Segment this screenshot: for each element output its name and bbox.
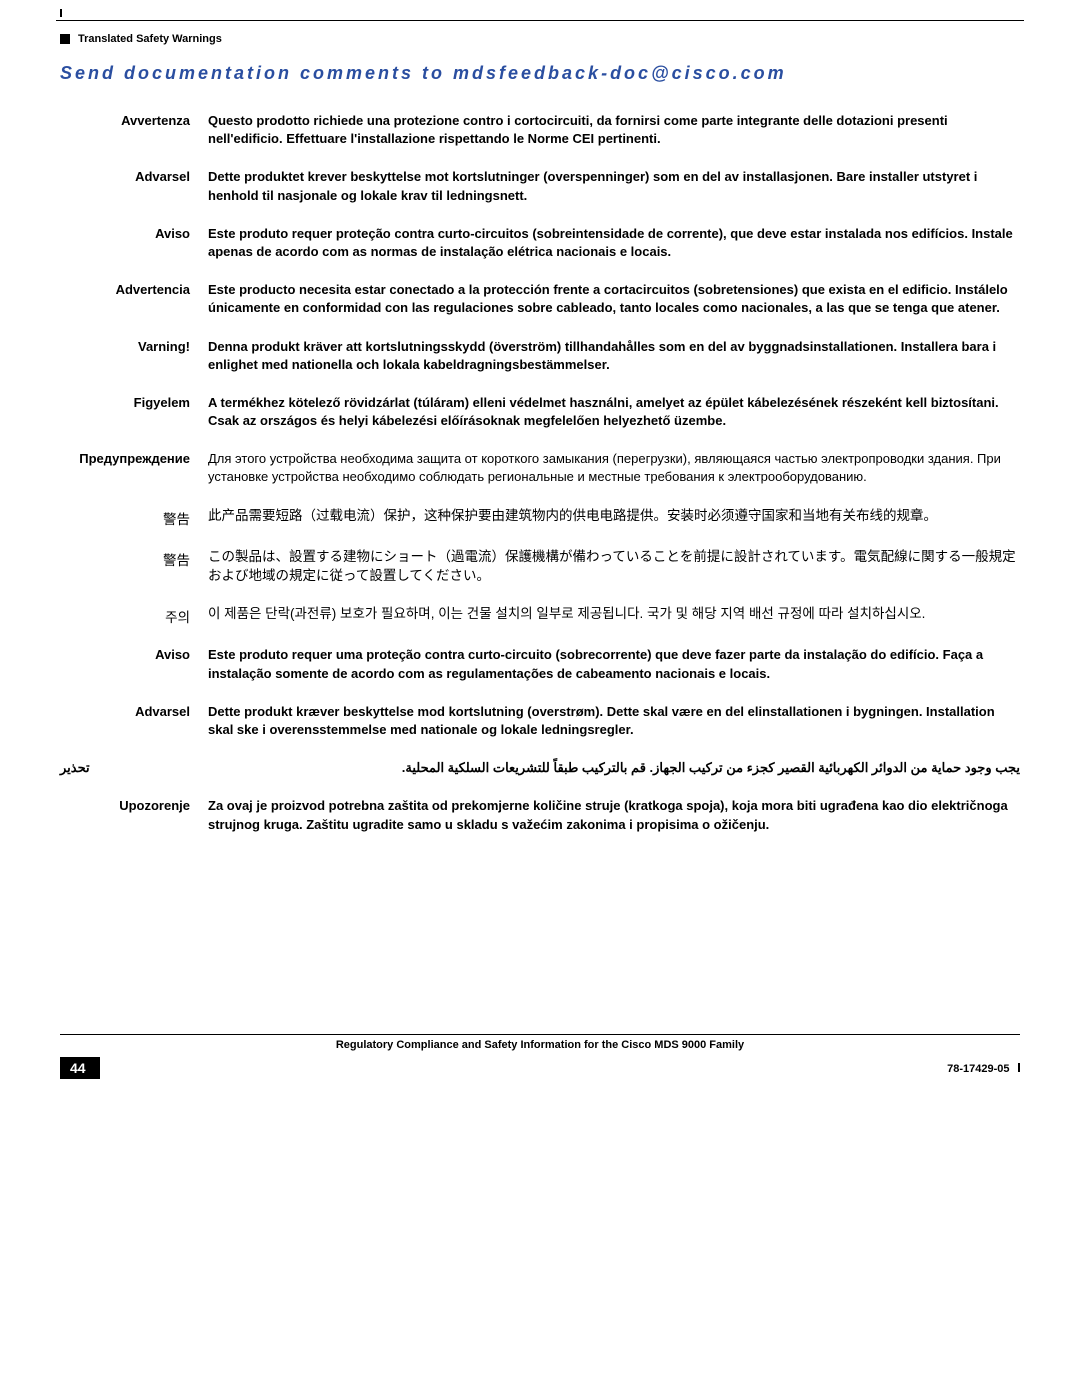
warning-label: Предупреждение [60, 450, 190, 486]
warning-label: Figyelem [60, 394, 190, 430]
warning-label: Varning! [60, 338, 190, 374]
doc-id: 78-17429-05 [947, 1063, 1009, 1075]
top-rule [56, 20, 1024, 21]
warning-text: Za ovaj je proizvod potrebna zaštita od … [208, 797, 1020, 833]
warning-row: يجب وجود حماية من الدوائر الكهربائية الق… [60, 759, 1020, 777]
warning-row: Varning! Denna produkt kräver att kortslu… [60, 338, 1020, 374]
warning-row: Advarsel Dette produkt kræver beskyttelse… [60, 703, 1020, 739]
header-bar: Translated Safety Warnings [60, 25, 1020, 45]
warning-row: Upozorenje Za ovaj je proizvod potrebna z… [60, 797, 1020, 833]
warning-row: Avvertenza Questo prodotto richiede una p… [60, 112, 1020, 148]
footer: Regulatory Compliance and Safety Informa… [60, 1034, 1020, 1079]
warning-text: Questo prodotto richiede una protezione … [208, 112, 1020, 148]
warning-row: Aviso Este produto requer uma proteção co… [60, 646, 1020, 682]
warning-row: Advarsel Dette produktet krever beskyttel… [60, 168, 1020, 204]
warning-label: تحذير [60, 759, 120, 777]
warning-text: この製品は、設置する建物にショート（過電流）保護機構が備わっていることを前提に設… [208, 548, 1020, 586]
warning-text: Dette produkt kræver beskyttelse mod kor… [208, 703, 1020, 739]
warning-label: Advarsel [60, 168, 190, 204]
warning-text: يجب وجود حماية من الدوائر الكهربائية الق… [138, 759, 1020, 777]
warning-label: Avvertenza [60, 112, 190, 148]
top-tick [60, 9, 1024, 17]
footer-title: Regulatory Compliance and Safety Informa… [60, 1039, 1020, 1051]
warning-row: 주의 이 제품은 단락(과전류) 보호가 필요하며, 이는 건물 설치의 일부로 … [60, 605, 1020, 626]
warning-label: 警告 [60, 548, 190, 586]
warning-row: Aviso Este produto requer proteção contra… [60, 225, 1020, 261]
footer-bottom: 44 78-17429-05 [60, 1057, 1020, 1079]
warning-label: 警告 [60, 507, 190, 528]
doc-tick [1018, 1063, 1020, 1072]
warning-text: Este produto requer proteção contra curt… [208, 225, 1020, 261]
warning-label: Upozorenje [60, 797, 190, 833]
warning-label: Aviso [60, 646, 190, 682]
warning-label: Advarsel [60, 703, 190, 739]
feedback-line: Send documentation comments to mdsfeedba… [60, 63, 1020, 84]
warning-text: Este produto requer uma proteção contra … [208, 646, 1020, 682]
warning-text: Denna produkt kräver att kortslutningssk… [208, 338, 1020, 374]
warning-label: 주의 [60, 605, 190, 626]
warning-text: 이 제품은 단락(과전류) 보호가 필요하며, 이는 건물 설치의 일부로 제공… [208, 605, 1020, 626]
warning-text: Dette produktet krever beskyttelse mot k… [208, 168, 1020, 204]
section-title: Translated Safety Warnings [78, 33, 222, 45]
footer-rule [60, 1034, 1020, 1035]
warning-row: 警告此产品需要短路（过载电流）保护，这种保护要由建筑物内的供电电路提供。安装时必… [60, 507, 1020, 528]
warning-row: Advertencia Este producto necesita estar … [60, 281, 1020, 317]
warning-row: 警告この製品は、設置する建物にショート（過電流）保護機構が備わっていることを前提… [60, 548, 1020, 586]
warning-row: Figyelem A termékhez kötelező rövidzárlat… [60, 394, 1020, 430]
warning-text: Для этого устройства необходима защита о… [208, 450, 1020, 486]
warnings-list: Avvertenza Questo prodotto richiede una p… [60, 112, 1020, 834]
header-square-icon [60, 34, 70, 44]
warning-text: A termékhez kötelező rövidzárlat (túlára… [208, 394, 1020, 430]
warning-label: Advertencia [60, 281, 190, 317]
warning-row: Предупреждение Для этого устройства необх… [60, 450, 1020, 486]
warning-text: Este producto necesita estar conectado a… [208, 281, 1020, 317]
page-number: 44 [60, 1057, 100, 1079]
warning-text: 此产品需要短路（过载电流）保护，这种保护要由建筑物内的供电电路提供。安装时必须遵… [208, 507, 1020, 528]
warning-label: Aviso [60, 225, 190, 261]
